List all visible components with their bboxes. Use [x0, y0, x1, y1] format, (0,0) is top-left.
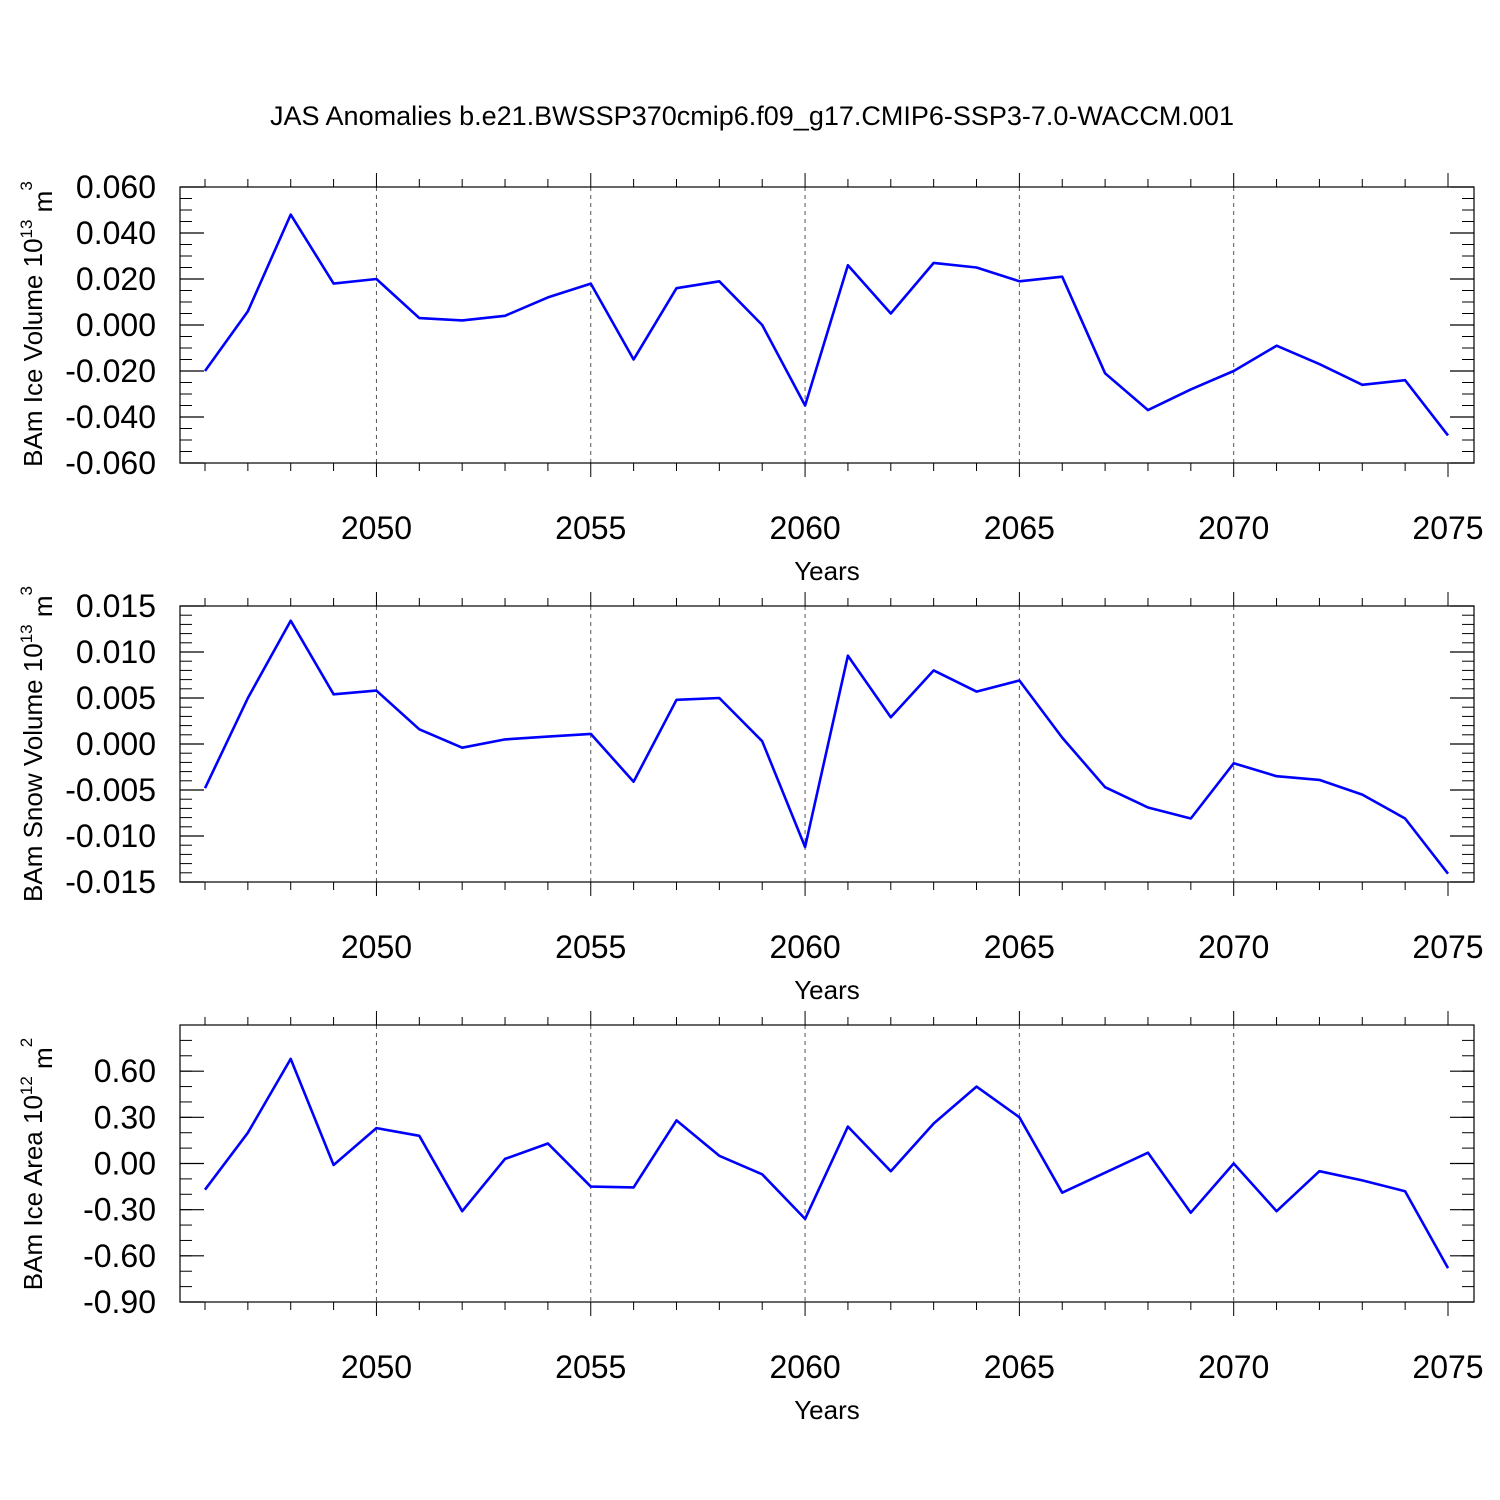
y-tick-label: 0.00	[94, 1146, 156, 1182]
plot-frame	[179, 1024, 1475, 1303]
panel-3: 2050 2055 2060 2065 2070 2075 -0.90 -0.60 -0.30 0…	[17, 1011, 1484, 1425]
x-tick-label: 2050	[341, 510, 412, 546]
y-tick-label: 0.010	[76, 634, 156, 670]
y-tick-label: -0.060	[65, 445, 156, 481]
y-tick-label: -0.005	[65, 772, 156, 808]
y-axis-label-part: m	[28, 1047, 58, 1076]
x-tick-label: 2050	[341, 929, 412, 965]
x-tick-label: 2065	[984, 510, 1055, 546]
x-tick-label: 2075	[1412, 510, 1483, 546]
x-tick-label: 2065	[984, 1349, 1055, 1385]
y-tick-label: -0.90	[83, 1284, 156, 1320]
y-axis-label-part: 13	[17, 624, 36, 643]
y-tick-label: 0.015	[76, 588, 156, 624]
x-axis-label: Years	[794, 975, 860, 1005]
x-tick-label: 2070	[1198, 929, 1269, 965]
x-tick-label: 2070	[1198, 510, 1269, 546]
y-tick-label: 0.020	[76, 261, 156, 297]
x-axis-label: Years	[794, 1395, 860, 1425]
y-tick-label: -0.020	[65, 353, 156, 389]
y-axis-label-part: 2	[17, 1038, 36, 1047]
x-tick-label: 2060	[769, 510, 840, 546]
y-tick-label: 0.60	[94, 1053, 156, 1089]
y-tick-label: -0.015	[65, 864, 156, 900]
y-tick-label: -0.040	[65, 399, 156, 435]
x-tick-label: 2055	[555, 1349, 626, 1385]
x-tick-label: 2055	[555, 510, 626, 546]
y-tick-label: -0.30	[83, 1192, 156, 1228]
x-axis-label: Years	[794, 556, 860, 586]
chart-panels: 2050 2055 2060 2065 2070 2075 -0.060 -0.040 -0.0…	[17, 169, 1484, 1425]
series-line	[203, 213, 1450, 437]
chart-title: JAS Anomalies b.e21.BWSSP370cmip6.f09_g1…	[270, 101, 1234, 131]
y-axis-label-part: m	[28, 595, 58, 624]
x-tick-label: 2060	[769, 929, 840, 965]
y-axis-label-part: BAm Snow Volume 10	[18, 643, 48, 902]
y-tick-label: 0.000	[76, 726, 156, 762]
y-tick-label: -0.60	[83, 1238, 156, 1274]
x-tick-label: 2055	[555, 929, 626, 965]
y-axis-label-part: 13	[17, 220, 36, 239]
y-tick-label: 0.060	[76, 169, 156, 205]
x-tick-label: 2050	[341, 1349, 412, 1385]
y-axis-label: BAm Ice Area 1012 m2	[17, 1038, 58, 1290]
x-tick-label: 2070	[1198, 1349, 1269, 1385]
y-axis-label: BAm Snow Volume 1013 m3	[17, 586, 58, 902]
panel-1: 2050 2055 2060 2065 2070 2075 -0.060 -0.040 -0.0…	[17, 169, 1484, 586]
y-axis-label-part: BAm Ice Volume 10	[18, 238, 48, 466]
x-tick-label: 2065	[984, 929, 1055, 965]
series-line	[203, 1057, 1450, 1269]
y-tick-label: 0.005	[76, 680, 156, 716]
y-axis-label-part: 3	[17, 586, 36, 595]
y-tick-label: -0.010	[65, 818, 156, 854]
plot-frame	[179, 186, 1475, 464]
x-tick-label: 2075	[1412, 929, 1483, 965]
y-axis-label: BAm Ice Volume 1013 m3	[17, 181, 58, 467]
x-tick-label: 2060	[769, 1349, 840, 1385]
x-tick-label: 2075	[1412, 1349, 1483, 1385]
y-axis-label-part: 3	[17, 181, 36, 190]
panel-2: 2050 2055 2060 2065 2070 2075 -0.015 -0.010 -0.0…	[17, 586, 1484, 1005]
y-tick-label: 0.040	[76, 215, 156, 251]
y-tick-label: 0.000	[76, 307, 156, 343]
series-line	[203, 619, 1450, 875]
y-tick-label: 0.30	[94, 1099, 156, 1135]
y-axis-label-part: BAm Ice Area 10	[18, 1095, 48, 1290]
y-axis-label-part: m	[28, 191, 58, 220]
y-axis-label-part: 12	[17, 1076, 36, 1095]
